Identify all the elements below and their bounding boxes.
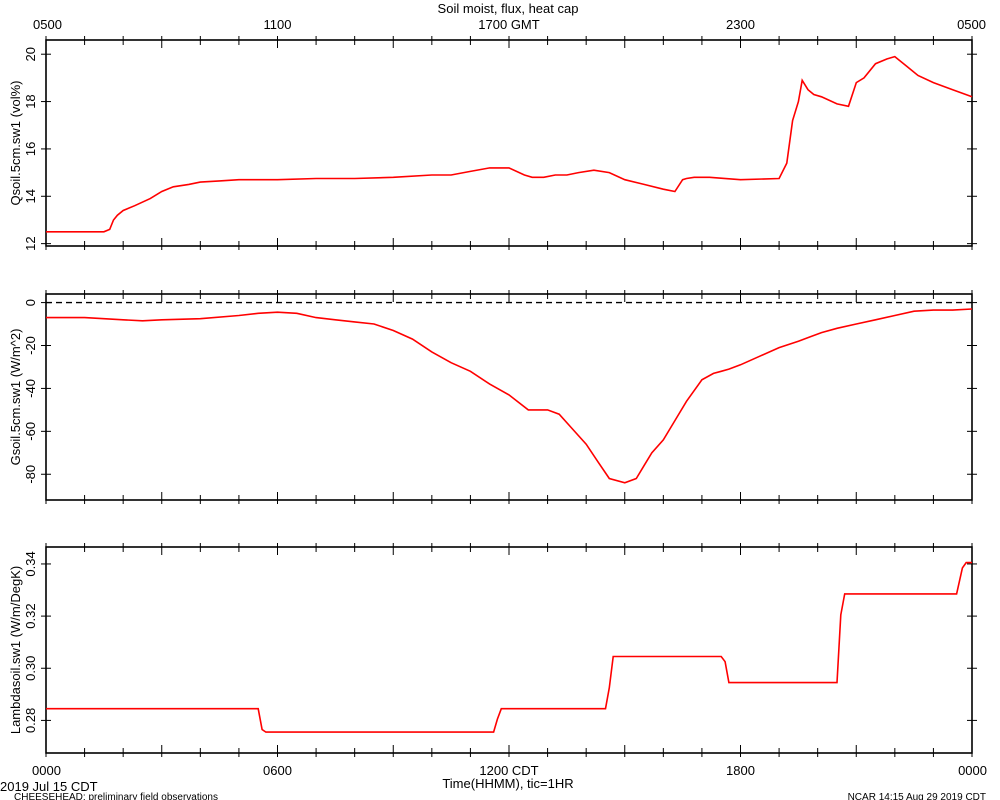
panel-2-ytick-label: -40 bbox=[23, 379, 38, 398]
panel-3-ytick-label: 0.30 bbox=[23, 656, 38, 681]
panel-1-ytick-label: 18 bbox=[23, 94, 38, 108]
panel-3-ytick-label: 0.28 bbox=[23, 708, 38, 733]
panel-1-ytick-label: 16 bbox=[23, 142, 38, 156]
bottom-axis-tick-label: 0000 bbox=[32, 763, 61, 778]
panel-1-ylabel: Qsoil.5cm.sw1 (vol%) bbox=[8, 81, 23, 206]
panel-1-ytick-label: 12 bbox=[23, 236, 38, 250]
top-axis-tick-label: 1100 bbox=[264, 17, 292, 32]
bottom-axis-tick-label: 0600 bbox=[263, 763, 292, 778]
panel-2-frame bbox=[45, 293, 973, 501]
footer-date: 2019 Jul 15 CDT bbox=[0, 779, 98, 794]
top-axis-tick-label: 2300 bbox=[726, 17, 755, 32]
top-axis-tick-label: 0500 bbox=[33, 17, 62, 32]
panel-2-ytick-label: -80 bbox=[23, 465, 38, 484]
panel-2-ylabel: Gsoil.5cm.sw1 (W/m^2) bbox=[8, 329, 23, 466]
chart-title: Soil moist, flux, heat cap bbox=[438, 1, 579, 16]
panel-1-series-line bbox=[46, 55, 973, 233]
panel-3-ylabel: Lambdasoil.sw1 (W/m/DegK) bbox=[8, 566, 23, 734]
panel-2-ytick-label: -20 bbox=[23, 336, 38, 355]
bottom-axis-tick-label: 1800 bbox=[726, 763, 755, 778]
panel-2-ytick-label: 0 bbox=[23, 299, 38, 306]
panel-2-series-line bbox=[46, 308, 973, 484]
panel-1-ytick-label: 14 bbox=[23, 189, 38, 203]
panel-3-series-line bbox=[46, 561, 972, 733]
panel-1-ytick-label: 20 bbox=[23, 47, 38, 61]
panel-3-frame bbox=[45, 546, 973, 754]
panel-3-ytick-label: 0.32 bbox=[23, 603, 38, 628]
footer-credit: NCAR 14:15 Aug 29 2019 CDT bbox=[848, 792, 986, 800]
bottom-axis-tick-label: 0000 bbox=[958, 763, 987, 778]
panel-3-ytick-label: 0.34 bbox=[23, 551, 38, 576]
footer-project: CHEESEHEAD: preliminary field observatio… bbox=[14, 792, 218, 800]
top-axis-tick-label: 1700 GMT bbox=[478, 17, 539, 32]
x-axis-label: Time(HHMM), tic=1HR bbox=[442, 776, 573, 791]
bottom-axis-tick-label: 1200 CDT bbox=[479, 763, 538, 778]
panel-1-frame bbox=[45, 39, 973, 247]
panel-2-ytick-label: -60 bbox=[23, 422, 38, 441]
top-axis-tick-label: 0500 bbox=[957, 17, 986, 32]
